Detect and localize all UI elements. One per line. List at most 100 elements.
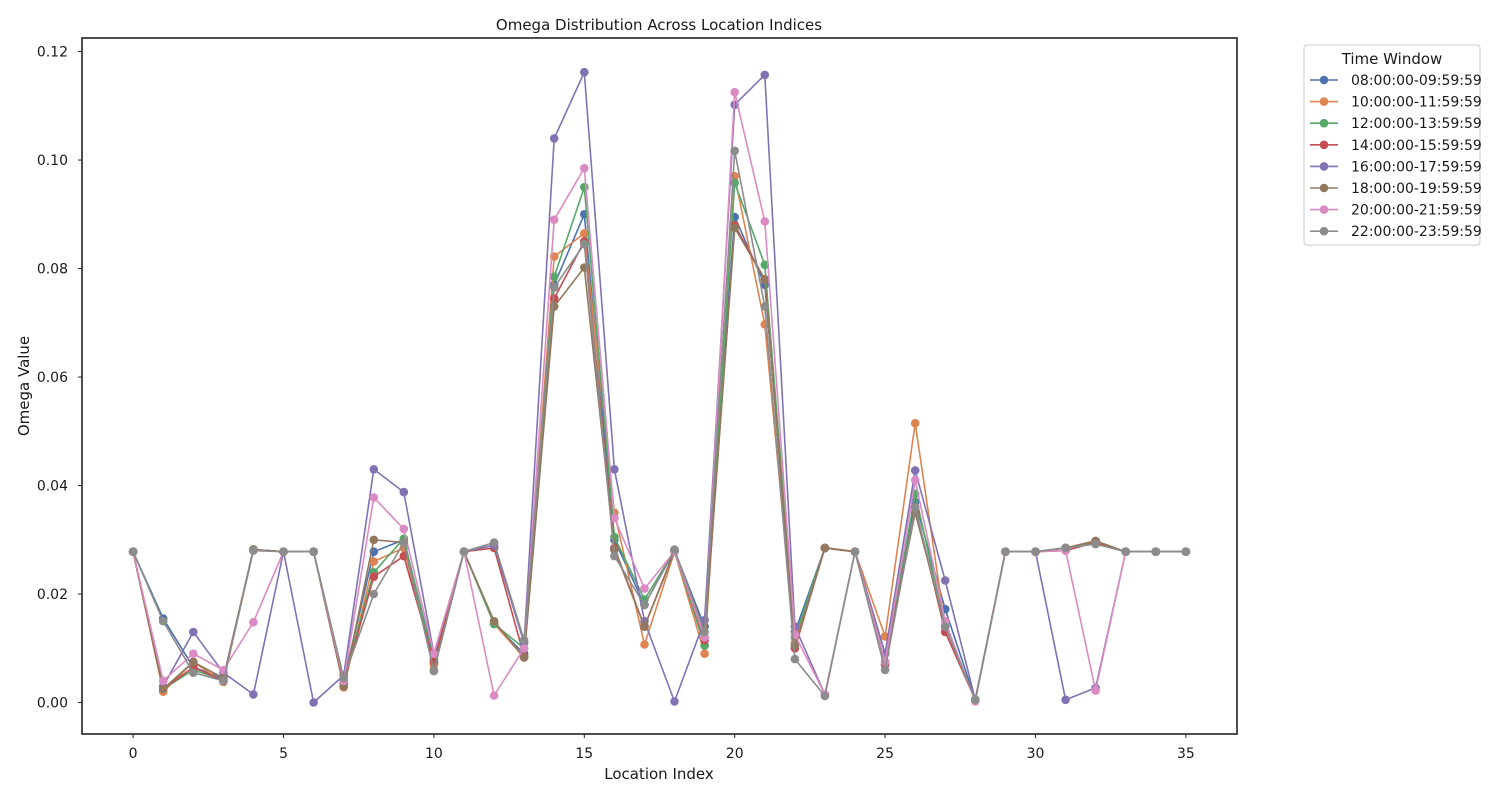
x-tick-label: 5 (279, 746, 288, 762)
data-point (790, 641, 800, 650)
data-point (790, 654, 800, 664)
data-point (339, 673, 349, 683)
data-point (760, 275, 770, 284)
legend-label: 18:00:00-19:59:59 (1351, 181, 1482, 197)
legend-title: Time Window (1341, 50, 1443, 68)
data-point (489, 616, 499, 626)
data-point (429, 666, 439, 676)
data-point (369, 465, 379, 474)
data-point (610, 465, 619, 474)
legend-marker (1319, 183, 1329, 193)
data-point (760, 217, 770, 226)
data-point (189, 649, 198, 658)
legend-marker (1319, 75, 1329, 85)
data-point (399, 524, 409, 534)
data-point (580, 67, 589, 77)
x-tick-label: 0 (129, 746, 138, 762)
data-point (519, 635, 529, 645)
x-tick-label: 30 (1027, 746, 1045, 762)
data-point (158, 616, 168, 626)
data-point (910, 418, 920, 428)
data-point (309, 698, 318, 707)
data-point (249, 546, 258, 555)
data-point (1001, 547, 1010, 556)
data-point (730, 87, 739, 97)
legend-item: 12:00:00-13:59:59 (1310, 116, 1482, 132)
data-point (489, 538, 499, 547)
x-axis-label: Location Index (604, 765, 714, 783)
legend-item: 16:00:00-17:59:59 (1310, 159, 1482, 175)
data-point (880, 665, 890, 675)
data-point (820, 691, 830, 701)
data-point (820, 543, 830, 553)
data-point (910, 466, 920, 475)
data-point (730, 178, 739, 188)
data-point (369, 572, 379, 581)
series-line (132, 182, 1186, 701)
data-point (309, 547, 318, 556)
legend-item: 22:00:00-23:59:59 (1310, 224, 1482, 240)
data-point (1091, 539, 1100, 549)
series-14-00-00-15-59-59 (128, 220, 1191, 705)
data-point (549, 283, 559, 292)
legend-marker (1319, 162, 1329, 171)
y-axis-label: Omega Value (15, 336, 33, 436)
legend-label: 20:00:00-21:59:59 (1351, 203, 1482, 219)
legend-marker (1319, 205, 1329, 214)
data-point (850, 547, 860, 556)
data-point (189, 627, 198, 637)
data-point (1061, 543, 1070, 553)
data-point (519, 644, 529, 653)
data-point (700, 649, 709, 658)
data-point (369, 535, 379, 545)
data-point (1181, 547, 1191, 556)
y-tick-label: 0.12 (37, 45, 68, 61)
x-tick-label: 10 (425, 746, 443, 762)
data-point (580, 163, 589, 173)
legend-marker (1319, 118, 1329, 128)
data-point (760, 260, 770, 270)
series-20-00-00-21-59-59 (128, 87, 1191, 706)
data-point (1121, 547, 1130, 556)
data-point (580, 182, 589, 192)
data-point (610, 513, 619, 523)
series-12-00-00-13-59-59 (128, 178, 1191, 705)
data-point (910, 475, 920, 485)
data-point (549, 272, 559, 282)
legend-label: 14:00:00-15:59:59 (1351, 138, 1482, 154)
series-10-00-00-11-59-59 (128, 172, 1191, 705)
data-point (760, 70, 770, 80)
series-line (132, 213, 1186, 701)
legend-marker (1319, 140, 1329, 150)
y-axis-ticks: 0.00 0.02 0.04 0.06 0.08 0.10 0.12 (37, 45, 82, 712)
data-point (369, 557, 379, 566)
data-point (971, 695, 980, 705)
data-point (730, 146, 739, 156)
data-point (249, 690, 258, 699)
x-tick-label: 25 (876, 746, 894, 762)
legend-frame (1303, 44, 1481, 246)
y-tick-label: 0.06 (37, 370, 68, 386)
series-line (132, 224, 1186, 701)
legend-label: 10:00:00-11:59:59 (1351, 95, 1482, 111)
plot-area (128, 67, 1191, 707)
series-line (132, 175, 1186, 701)
plot-frame (81, 37, 1238, 735)
legend-item: 08:00:00-09:59:59 (1310, 73, 1482, 89)
series-08-00-00-09-59-59 (128, 210, 1191, 705)
data-point (610, 551, 619, 561)
chart-title: Omega Distribution Across Location Indic… (496, 16, 822, 34)
data-point (158, 684, 168, 694)
series-18-00-00-19-59-59 (128, 223, 1191, 705)
data-point (399, 487, 409, 497)
data-point (489, 691, 499, 700)
data-point (910, 502, 920, 512)
legend-item: 20:00:00-21:59:59 (1310, 203, 1482, 219)
legend-item: 10:00:00-11:59:59 (1310, 95, 1482, 111)
data-point (549, 302, 559, 311)
series-line (132, 71, 1186, 704)
data-point (1151, 547, 1161, 556)
y-tick-label: 0.04 (37, 479, 68, 495)
data-point (549, 134, 559, 143)
